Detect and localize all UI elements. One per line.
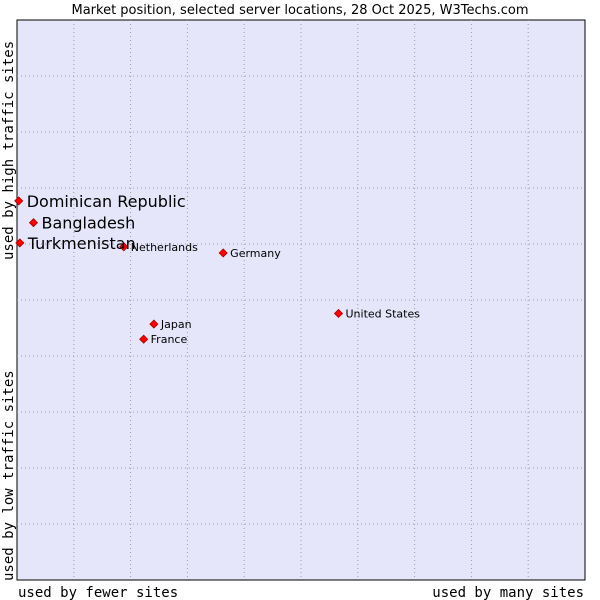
data-point-japan — [149, 319, 159, 329]
x-axis-label-left: used by fewer sites — [18, 585, 178, 600]
data-label-netherlands: Netherlands — [131, 241, 198, 254]
data-labels: Dominican Republic BangladeshTurkmenistan… — [27, 192, 421, 346]
data-point-turkmenistan — [15, 238, 25, 248]
data-point-netherlands — [119, 242, 129, 252]
chart-title: Market position, selected server locatio… — [71, 3, 528, 18]
data-label-united-states: United States — [345, 307, 420, 320]
data-points — [14, 196, 344, 344]
y-axis-label-bottom: used by low traffic sites — [1, 370, 17, 581]
data-label-germany: Germany — [230, 247, 281, 260]
data-point-bangladesh — [28, 218, 39, 228]
data-label-bangladesh: Bangladesh — [41, 214, 135, 233]
data-point-germany — [218, 248, 228, 258]
data-label-france: France — [151, 333, 188, 346]
y-axis-label-top: used by high traffic sites — [1, 41, 17, 260]
x-axis-label-right: used by many sites — [432, 585, 584, 600]
data-label-dominican-republic: Dominican Republic — [27, 192, 186, 211]
data-label-turkmenistan: Turkmenistan — [27, 234, 136, 253]
grid-lines — [17, 20, 585, 580]
data-point-united-states — [333, 308, 344, 319]
data-point-france — [139, 334, 149, 344]
data-label-japan: Japan — [160, 318, 192, 331]
data-point-dominican-republic — [14, 196, 24, 206]
